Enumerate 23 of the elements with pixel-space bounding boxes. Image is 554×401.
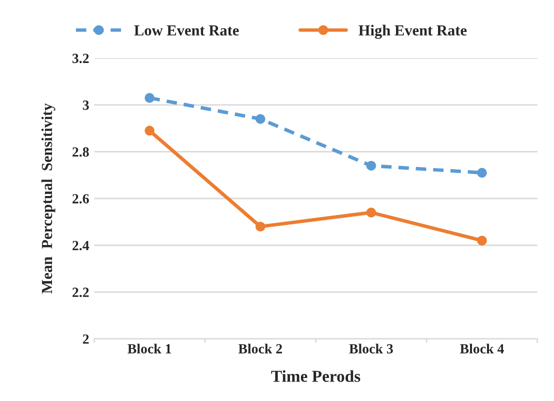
point <box>366 160 376 171</box>
y-tick-label: 2.8 <box>72 147 89 157</box>
point <box>366 208 376 218</box>
legend-label: High Event Rate <box>358 24 467 39</box>
x-tick-label: Block 3 <box>349 344 393 354</box>
point <box>477 236 487 246</box>
y-tick-label: 3.2 <box>72 54 89 64</box>
y-tick-label: 3 <box>82 100 89 110</box>
y-tick-label: 2.4 <box>72 240 90 250</box>
point <box>477 168 487 178</box>
x-tick-label: Block 2 <box>238 344 282 354</box>
x-tick-label: Block 1 <box>128 344 172 354</box>
y-axis-title: Mean Perceptual Sensitivity <box>41 103 56 294</box>
point <box>256 222 266 232</box>
y-tick-label: 2 <box>82 334 89 344</box>
point <box>144 126 154 136</box>
point <box>256 114 266 124</box>
x-axis-title: Time Perods <box>271 370 360 382</box>
point <box>144 93 154 103</box>
x-tick-label: Block 4 <box>460 344 504 354</box>
y-tick-label: 2.6 <box>72 194 89 204</box>
legend-label: Low Event Rate <box>134 25 239 36</box>
y-tick-label: 2.2 <box>72 288 89 298</box>
